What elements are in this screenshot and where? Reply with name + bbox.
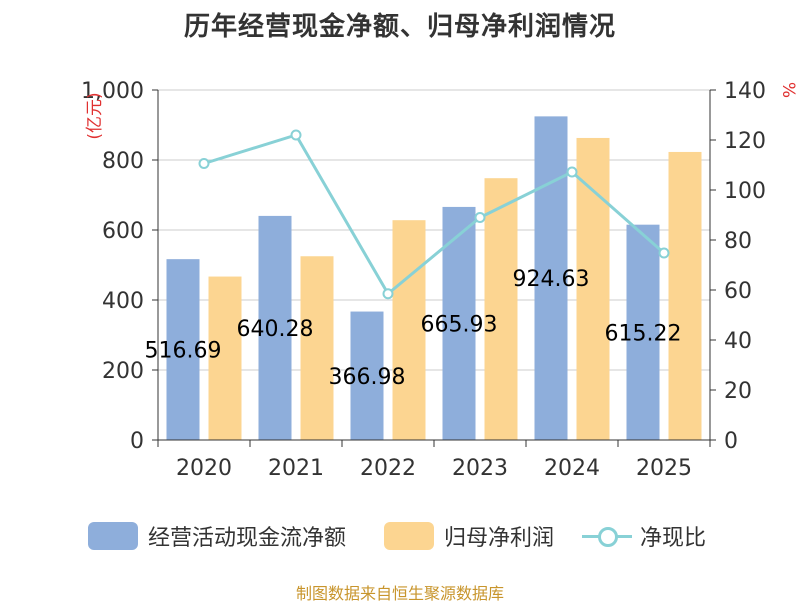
bar-net-profit xyxy=(208,276,242,440)
ratio-point xyxy=(474,212,486,223)
legend-swatch-cash-flow xyxy=(88,522,138,550)
data-label-cash-flow: 924.63 xyxy=(513,267,590,292)
bar-cash-flow xyxy=(350,311,384,440)
data-label-cash-flow: 366.98 xyxy=(329,365,406,390)
y-right-tick-label: 20 xyxy=(724,379,752,404)
y-left-tick-label: 0 xyxy=(130,429,144,454)
ratio-point xyxy=(290,129,302,141)
x-tick-label: 2024 xyxy=(544,456,600,481)
legend-line-icon xyxy=(582,522,632,550)
y-axis-right-title: % xyxy=(778,82,798,98)
bar-net-profit xyxy=(484,178,518,440)
data-labels: 516.69 640.28 366.98 665.93 924.63 615.22 xyxy=(145,267,682,390)
bar-cash-flow xyxy=(166,259,200,440)
legend-label-cash-ratio: 净现比 xyxy=(640,526,707,551)
ratio-point xyxy=(382,288,394,300)
y-right-tick-label: 80 xyxy=(724,229,752,254)
y-left-tick-label: 1,000 xyxy=(81,79,144,104)
x-tick-label: 2020 xyxy=(176,456,232,481)
data-label-cash-flow: 665.93 xyxy=(421,312,498,337)
ratio-point xyxy=(198,158,210,169)
chart-title: 历年经营现金净额、归母净利润情况 xyxy=(183,12,616,42)
data-label-cash-flow: 615.22 xyxy=(605,321,682,346)
x-tick-label: 2023 xyxy=(452,456,508,481)
legend-label-net-profit: 归母净利润 xyxy=(444,526,555,551)
bar-cash-flow xyxy=(626,224,660,440)
grid-lines xyxy=(158,89,710,371)
legend: 经营活动现金流净额 归母净利润 净现比 xyxy=(0,518,800,554)
axes: 0 200 400 600 800 1,000 0 20 40 60 80 100 120 140 2020… xyxy=(81,79,766,481)
legend-item-net-profit[interactable]: 归母净利润 xyxy=(384,518,554,554)
bar-net-profit xyxy=(576,137,610,440)
legend-item-cash-ratio[interactable]: 净现比 xyxy=(582,518,706,554)
bar-net-profit xyxy=(668,151,702,440)
y-right-tick-label: 120 xyxy=(724,129,766,154)
y-left-tick-label: 800 xyxy=(102,149,144,174)
y-right-tick-label: 0 xyxy=(724,429,738,454)
x-tick-label: 2022 xyxy=(360,456,416,481)
legend-label-cash-flow: 经营活动现金流净额 xyxy=(148,526,347,551)
bar-cash-flow xyxy=(534,116,568,440)
y-axis-left-title: (亿元) xyxy=(85,92,105,139)
x-tick-label: 2025 xyxy=(636,456,692,481)
x-tick-label: 2021 xyxy=(268,456,324,481)
ratio-point xyxy=(566,166,578,178)
bar-group xyxy=(166,116,702,440)
bar-net-profit xyxy=(300,256,334,440)
data-label-cash-flow: 516.69 xyxy=(145,339,222,364)
bar-cash-flow xyxy=(258,215,292,440)
y-right-tick-label: 60 xyxy=(724,279,752,304)
ratio-line-group xyxy=(198,129,670,300)
ratio-line xyxy=(203,133,665,297)
source-note: 制图数据来自恒生聚源数据库 xyxy=(295,584,504,603)
ratio-point xyxy=(658,247,670,259)
y-right-tick-label: 140 xyxy=(724,79,766,104)
legend-swatch-net-profit xyxy=(384,522,434,550)
y-left-tick-label: 200 xyxy=(102,359,144,384)
y-right-tick-label: 40 xyxy=(724,329,752,354)
legend-item-cash-flow[interactable]: 经营活动现金流净额 xyxy=(88,518,346,554)
data-label-cash-flow: 640.28 xyxy=(237,317,314,342)
y-right-tick-label: 100 xyxy=(724,179,766,204)
y-left-tick-label: 600 xyxy=(102,219,144,244)
y-left-tick-label: 400 xyxy=(102,289,144,314)
bar-net-profit xyxy=(392,220,426,440)
